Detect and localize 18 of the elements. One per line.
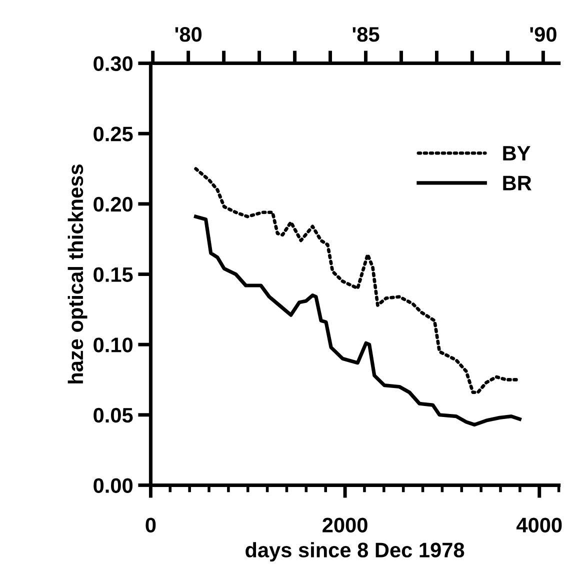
y-tick-label: 0.15	[94, 267, 133, 282]
legend-label: BR	[503, 176, 532, 190]
y-tick-label: 0.00	[94, 478, 132, 493]
legend-label: BY	[503, 146, 530, 160]
line-series	[194, 214, 522, 427]
y-tick-label: 0.25	[94, 126, 133, 142]
x-tick-label: 4000	[516, 518, 562, 532]
y-tick-label: 0.20	[94, 196, 132, 212]
y-axis-title: haze optical thickness	[68, 164, 88, 384]
x2-tick-label: '85	[352, 27, 380, 42]
x-tick-label: 0	[146, 518, 156, 532]
y-tick-label: 0.10	[94, 338, 132, 352]
x-axis-title: days since 8 Dec 1978	[246, 542, 464, 562]
x2-tick-label: '80	[175, 27, 202, 42]
x2-tick-label: '90	[530, 27, 556, 42]
y-tick-label: 0.05	[94, 408, 133, 423]
y-tick-label: 0.30	[94, 56, 132, 72]
x-tick-label: 2000	[322, 518, 368, 532]
